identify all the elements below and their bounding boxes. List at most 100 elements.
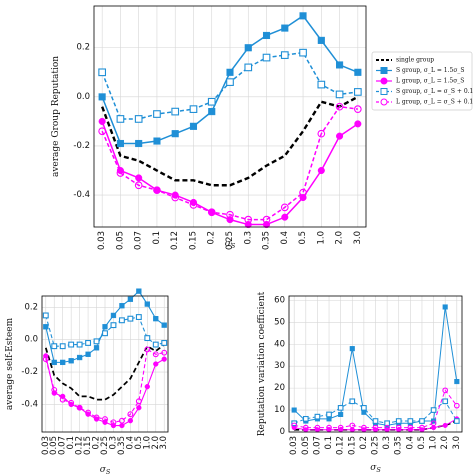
data-point bbox=[119, 303, 125, 309]
data-point bbox=[93, 338, 100, 345]
data-point bbox=[153, 186, 161, 195]
x-tick-label: 0.12 bbox=[75, 436, 85, 455]
x-tick-label: 0.2 bbox=[207, 231, 217, 245]
data-point bbox=[372, 424, 379, 431]
x-tick-label: 0.1 bbox=[152, 231, 162, 245]
y-tick-label: -0.2 bbox=[73, 141, 90, 151]
legend: single group S group, σ_L = 1.5σ_S L group… bbox=[371, 51, 473, 111]
x-tick-label: 0.15 bbox=[83, 436, 93, 455]
data-point bbox=[326, 424, 332, 431]
data-point bbox=[134, 115, 143, 123]
data-point bbox=[407, 418, 414, 424]
data-point bbox=[442, 304, 448, 310]
data-point bbox=[171, 193, 180, 202]
data-point bbox=[189, 105, 198, 113]
x-axis-label: σS bbox=[100, 465, 111, 476]
data-point bbox=[430, 420, 437, 427]
data-point bbox=[153, 110, 161, 118]
data-point bbox=[102, 330, 108, 337]
x-tick-label: 0.15 bbox=[188, 231, 198, 250]
data-point bbox=[127, 296, 134, 302]
data-point bbox=[280, 51, 289, 59]
data-point bbox=[171, 130, 179, 138]
data-point bbox=[76, 341, 83, 348]
x-tick-label: 0.25 bbox=[371, 436, 381, 455]
data-point bbox=[118, 317, 125, 324]
data-point bbox=[102, 324, 108, 330]
y-axis-label: average self-Esteem bbox=[5, 317, 15, 410]
data-point bbox=[135, 139, 143, 148]
data-point bbox=[299, 188, 307, 197]
data-point bbox=[336, 132, 344, 140]
data-point bbox=[153, 137, 161, 145]
y-tick-label: 50 bbox=[274, 317, 285, 327]
data-point bbox=[281, 24, 289, 32]
data-point bbox=[395, 424, 402, 431]
legend-label: S group, σ_L = 1.5σ_S bbox=[396, 67, 465, 74]
data-point bbox=[207, 208, 216, 217]
data-point bbox=[42, 356, 49, 363]
legend-marker bbox=[380, 77, 388, 85]
x-tick-label: 0.4 bbox=[125, 436, 135, 450]
y-tick-label: 10 bbox=[274, 405, 285, 415]
data-point bbox=[51, 359, 57, 366]
data-point bbox=[291, 422, 298, 429]
data-point bbox=[144, 335, 151, 342]
data-point bbox=[135, 314, 142, 320]
y-tick-label: 30 bbox=[274, 361, 285, 371]
x-tick-label: 0.2 bbox=[359, 436, 369, 450]
data-point bbox=[110, 322, 117, 329]
data-point bbox=[136, 288, 142, 294]
x-tick-label: 0.05 bbox=[115, 231, 125, 250]
data-point bbox=[59, 343, 66, 350]
x-tick-label: 0.35 bbox=[394, 436, 404, 455]
data-point bbox=[118, 417, 125, 424]
y-axis-label: Reputation variation coefficient bbox=[257, 291, 267, 436]
data-point bbox=[442, 387, 449, 394]
x-tick-label: 0.4 bbox=[405, 436, 415, 450]
data-point bbox=[226, 78, 234, 86]
x-tick-label: 3.0 bbox=[452, 436, 462, 450]
data-point bbox=[337, 424, 344, 431]
data-point bbox=[98, 68, 107, 77]
x-tick-label: 2.0 bbox=[440, 436, 450, 450]
x-tick-label: 0.1 bbox=[324, 436, 334, 450]
data-point bbox=[317, 36, 325, 44]
y-tick-label: 0.2 bbox=[24, 302, 38, 312]
data-point bbox=[291, 407, 297, 413]
data-point bbox=[153, 316, 159, 322]
data-point bbox=[153, 361, 159, 367]
data-point bbox=[407, 424, 414, 431]
x-tick-label: 0.03 bbox=[289, 436, 299, 455]
data-point bbox=[93, 345, 100, 351]
data-point bbox=[76, 354, 83, 361]
data-point bbox=[127, 418, 134, 424]
x-tick-label: 0.03 bbox=[41, 436, 51, 455]
data-point bbox=[85, 409, 92, 416]
data-point bbox=[454, 378, 460, 385]
data-point bbox=[144, 346, 151, 353]
x-tick-label: 1.0 bbox=[429, 436, 439, 450]
x-tick-label: 0.35 bbox=[262, 231, 272, 250]
x-tick-label: 1.0 bbox=[142, 436, 152, 450]
data-point bbox=[43, 324, 49, 330]
data-point bbox=[152, 341, 159, 348]
legend-label: S group, σ_L = σ_S + 0.1 bbox=[396, 88, 473, 95]
data-point bbox=[244, 63, 253, 72]
x-tick-label: 0.05 bbox=[49, 436, 59, 455]
x-tick-label: 3.0 bbox=[159, 436, 169, 450]
data-point bbox=[442, 422, 448, 428]
data-point bbox=[335, 102, 344, 111]
data-point bbox=[134, 181, 143, 190]
data-point bbox=[280, 203, 289, 212]
series-line bbox=[101, 105, 358, 221]
data-point bbox=[98, 117, 106, 125]
data-point bbox=[384, 424, 390, 431]
x-tick-label: 0.15 bbox=[347, 436, 357, 455]
data-point bbox=[317, 80, 326, 89]
data-point bbox=[161, 349, 168, 356]
data-point bbox=[85, 351, 91, 357]
x-tick-label: 0.2 bbox=[92, 436, 102, 450]
data-point bbox=[361, 424, 367, 431]
x-tick-label: 0.25 bbox=[100, 436, 110, 455]
